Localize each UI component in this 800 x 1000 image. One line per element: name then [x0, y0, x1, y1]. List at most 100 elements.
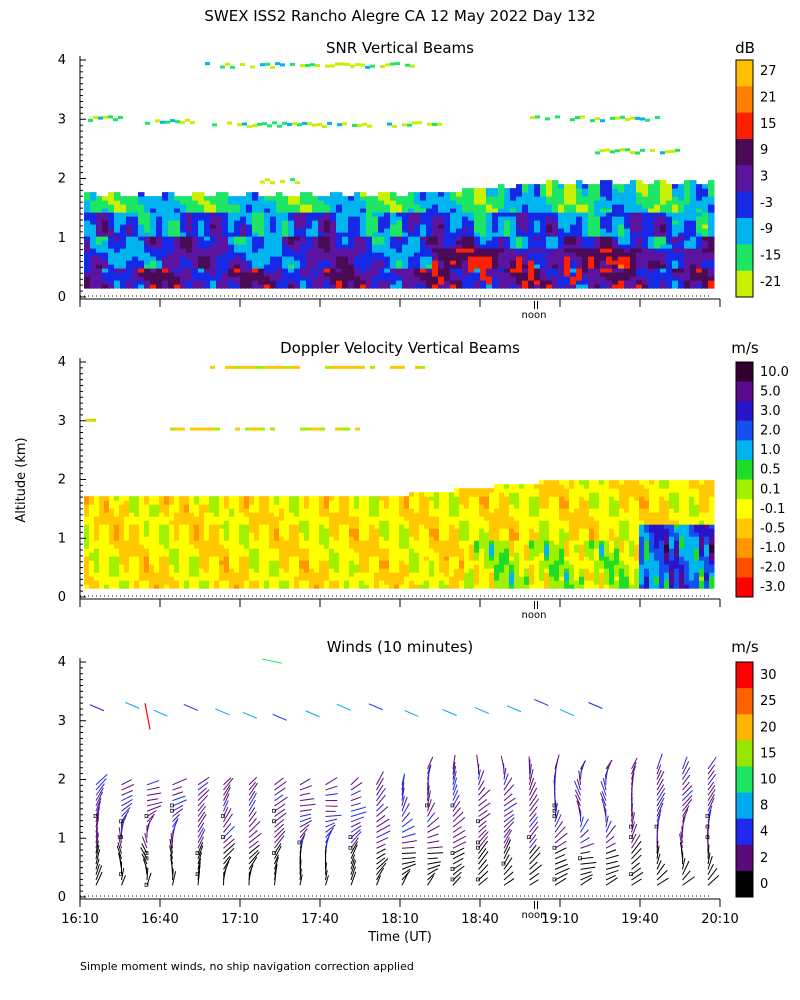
- snr-cell: [84, 232, 91, 237]
- doppler-cell: [139, 508, 145, 513]
- snr-cell: [408, 272, 415, 277]
- doppler-cell: [499, 572, 505, 577]
- doppler-cell: [394, 500, 400, 505]
- snr-cell: [498, 268, 505, 273]
- snr-cell: [294, 200, 301, 205]
- snr-cell: [324, 196, 331, 201]
- doppler-cell: [109, 516, 115, 521]
- snr-cell: [558, 192, 565, 197]
- snr-cell: [354, 236, 361, 241]
- snr-cell: [552, 248, 559, 253]
- snr-cell: [384, 280, 391, 285]
- snr-cell: [528, 188, 535, 193]
- doppler-cell: [444, 556, 450, 561]
- doppler-cell: [334, 536, 340, 541]
- snr-cell: [450, 284, 457, 289]
- doppler-cell: [499, 584, 505, 589]
- snr-cell: [294, 220, 301, 225]
- doppler-cell: [184, 564, 190, 569]
- snr-cell: [216, 236, 223, 241]
- snr-cell: [660, 256, 667, 261]
- snr-cell: [480, 196, 487, 201]
- doppler-cell: [239, 504, 245, 509]
- doppler-cell: [184, 540, 190, 545]
- snr-cell: [306, 224, 313, 229]
- snr-cell: [624, 188, 631, 193]
- snr-cell: [600, 272, 607, 277]
- doppler-cell: [294, 524, 300, 529]
- snr-cell: [510, 276, 517, 281]
- doppler-cell: [514, 536, 520, 541]
- doppler-cell: [524, 548, 530, 553]
- doppler-cell: [114, 564, 120, 569]
- snr-cell: [324, 236, 331, 241]
- doppler-cell: [344, 556, 350, 561]
- snr-cell: [252, 248, 259, 253]
- doppler-cell: [379, 524, 385, 529]
- doppler-cell: [169, 524, 175, 529]
- doppler-cell: [159, 572, 165, 577]
- snr-cell: [625, 117, 630, 121]
- snr-cell: [240, 208, 247, 213]
- doppler-cell: [124, 564, 130, 569]
- doppler-cell: [344, 564, 350, 569]
- snr-cell: [576, 260, 583, 265]
- doppler-cell: [484, 540, 490, 545]
- snr-cell: [414, 216, 421, 221]
- snr-cell: [84, 276, 91, 281]
- figure-title: SWEX ISS2 Rancho Alegre CA 12 May 2022 D…: [204, 7, 595, 25]
- doppler-cell: [309, 568, 315, 573]
- snr-cell: [180, 280, 187, 285]
- snr-cell: [330, 64, 335, 68]
- doppler-cell: [304, 556, 310, 561]
- doppler-cell: [259, 520, 265, 525]
- snr-cell: [642, 212, 649, 217]
- snr-cell: [312, 248, 319, 253]
- doppler-cell: [179, 536, 185, 541]
- snr-cell: [264, 244, 271, 249]
- snr-cell: [570, 220, 577, 225]
- doppler-cell: [399, 548, 405, 553]
- doppler-cell: [444, 564, 450, 569]
- snr-cell: [576, 276, 583, 281]
- snr-cell: [210, 232, 217, 237]
- snr-cell: [288, 272, 295, 277]
- snr-cell: [258, 244, 265, 249]
- snr-cell: [486, 268, 493, 273]
- snr-cell: [198, 196, 205, 201]
- doppler-cell: [94, 584, 100, 589]
- snr-cell: [262, 122, 267, 126]
- doppler-cell: [129, 556, 135, 561]
- snr-cell: [174, 256, 181, 261]
- snr-cell: [402, 268, 409, 273]
- snr-cell: [528, 264, 535, 269]
- doppler-cell: [94, 544, 100, 549]
- doppler-cell: [459, 552, 465, 557]
- snr-cell: [582, 216, 589, 221]
- snr-cell: [276, 284, 283, 289]
- doppler-cell: [179, 496, 185, 501]
- doppler-cell: [209, 568, 215, 573]
- snr-cell: [504, 264, 511, 269]
- doppler-cell: [239, 560, 245, 565]
- doppler-cell: [169, 576, 175, 581]
- snr-cell: [264, 256, 271, 261]
- doppler-cell: [104, 556, 110, 561]
- snr-cell: [282, 276, 289, 281]
- snr-cell: [180, 204, 187, 209]
- doppler-cell: [474, 512, 480, 517]
- snr-cell: [558, 228, 565, 233]
- snr-cell: [390, 272, 397, 277]
- snr-cell: [414, 284, 421, 289]
- doppler-cell: [474, 488, 480, 493]
- snr-cell: [330, 204, 337, 209]
- snr-cell: [684, 180, 691, 185]
- snr-cell: [486, 264, 493, 269]
- doppler-cell: [419, 584, 425, 589]
- snr-cell: [516, 184, 523, 189]
- snr-cell: [282, 244, 289, 249]
- snr-cell: [300, 272, 307, 277]
- snr-cell: [402, 220, 409, 225]
- snr-cell: [708, 272, 715, 277]
- snr-cell: [282, 264, 289, 269]
